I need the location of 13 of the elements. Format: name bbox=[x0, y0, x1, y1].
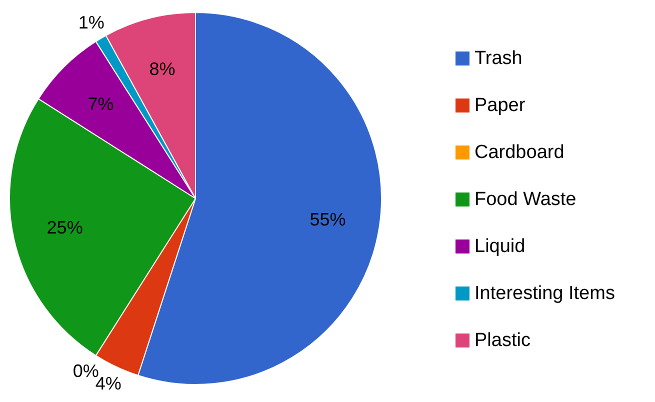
legend-label: Plastic bbox=[474, 330, 530, 351]
data-label: 55% bbox=[310, 209, 346, 230]
text: 0% bbox=[72, 361, 99, 382]
data-label: 25% bbox=[46, 218, 83, 238]
legend-label: Trash bbox=[474, 48, 522, 69]
data-label: 8% bbox=[149, 58, 176, 79]
legend-label: Interesting Items bbox=[474, 283, 615, 304]
data-label: 7% bbox=[88, 94, 114, 114]
legend-label: Food Waste bbox=[474, 189, 576, 210]
legend-label: Liquid bbox=[474, 236, 526, 257]
legend-label: Paper bbox=[474, 95, 526, 116]
legend-label: Cardboard bbox=[474, 142, 564, 163]
data-label: 1% bbox=[78, 12, 104, 32]
